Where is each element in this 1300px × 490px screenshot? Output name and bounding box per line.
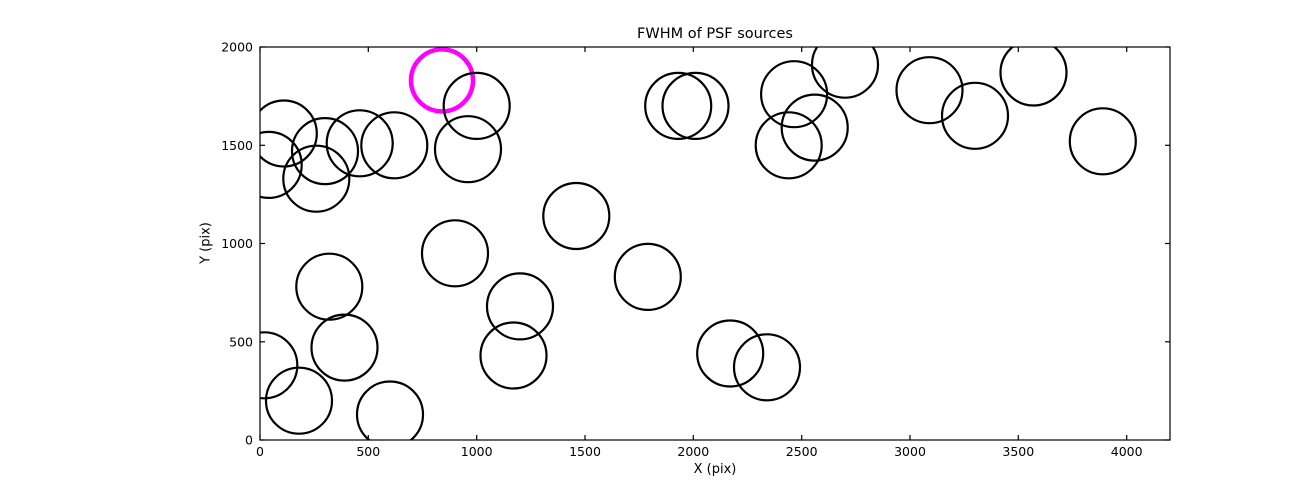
psf-source-marker xyxy=(810,47,880,99)
psf-source-marker xyxy=(360,111,429,180)
x-tick-label: 1500 xyxy=(569,444,601,459)
psf-source-marker xyxy=(325,109,394,178)
psf-source-marker xyxy=(542,181,611,251)
psf-source-marker xyxy=(264,366,334,435)
y-tick-label: 1000 xyxy=(221,236,253,251)
psf-source-marker xyxy=(260,99,318,168)
psf-source-marker xyxy=(485,272,555,341)
psf-source-marker xyxy=(479,321,548,390)
psf-source-marker xyxy=(732,333,802,402)
psf-source-marker xyxy=(754,111,823,180)
psf-source-marker xyxy=(1068,107,1137,176)
y-tick-label: 0 xyxy=(245,433,253,448)
psf-source-marker xyxy=(696,319,765,388)
x-tick-label: 4000 xyxy=(1111,444,1143,459)
psf-source-marker xyxy=(260,331,299,400)
psf-source-marker xyxy=(661,71,730,141)
y-tick-label: 500 xyxy=(229,334,253,349)
psf-source-marker xyxy=(295,252,364,321)
psf-source-marker xyxy=(290,117,360,186)
psf-source-marker xyxy=(260,130,303,199)
psf-markers-group xyxy=(260,47,1137,440)
psf-source-marker xyxy=(644,71,713,141)
psf-source-marker xyxy=(420,219,490,288)
psf-source-marker xyxy=(999,47,1068,107)
y-tick-label: 1500 xyxy=(221,138,253,153)
x-tick-label: 2500 xyxy=(786,444,818,459)
x-tick-label: 1000 xyxy=(461,444,493,459)
y-tick-label: 2000 xyxy=(221,40,253,55)
x-axis-label: X (pix) xyxy=(693,462,737,477)
psf-source-marker xyxy=(355,380,425,440)
psf-source-marker xyxy=(442,71,511,141)
x-tick-label: 3000 xyxy=(894,444,926,459)
psf-source-marker xyxy=(613,242,682,311)
psf-source-marker xyxy=(940,81,1010,150)
psf-source-marker xyxy=(780,93,849,162)
psf-source-marker xyxy=(310,313,379,382)
x-tick-label: 2000 xyxy=(677,444,709,459)
psf-source-marker xyxy=(895,56,964,125)
psf-source-marker xyxy=(433,115,503,184)
x-tick-label: 3500 xyxy=(1002,444,1034,459)
x-tick-label: 500 xyxy=(356,444,380,459)
psf-source-marker xyxy=(759,60,829,129)
x-tick-label: 0 xyxy=(256,444,264,459)
chart-title: FWHM of PSF sources xyxy=(637,26,793,42)
psf-source-marker xyxy=(282,144,351,213)
psf-source-marker-highlight xyxy=(408,47,476,114)
